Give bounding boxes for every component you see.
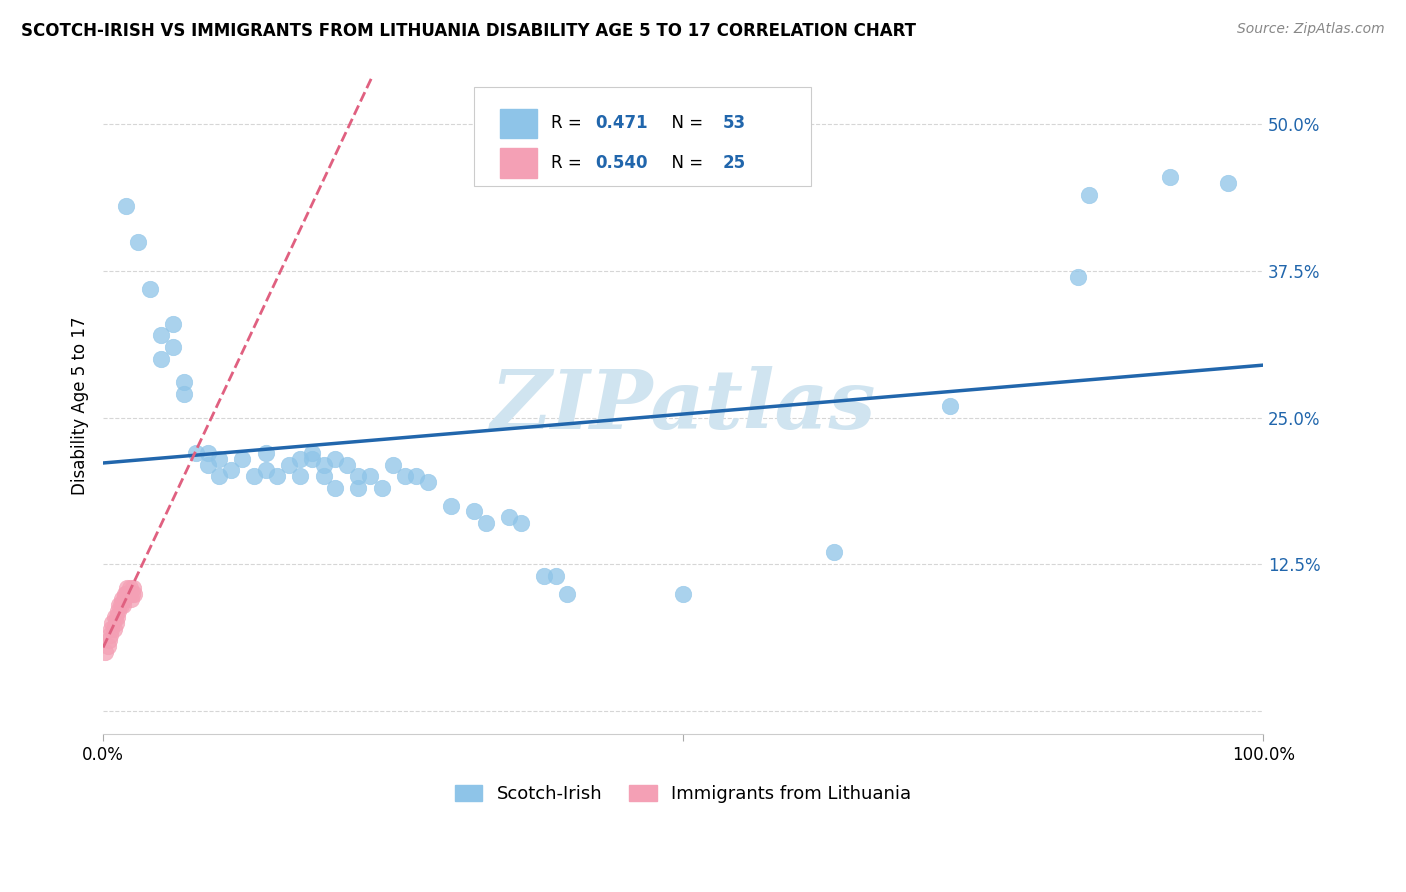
- Point: [498, 510, 520, 524]
- Point: [120, 592, 142, 607]
- Point: [105, 610, 128, 624]
- Point: [114, 586, 136, 600]
- Point: [108, 599, 131, 613]
- FancyBboxPatch shape: [474, 87, 811, 186]
- Point: [101, 615, 124, 630]
- Point: [370, 481, 392, 495]
- Point: [104, 610, 127, 624]
- Point: [111, 599, 134, 613]
- Point: [162, 340, 184, 354]
- Point: [124, 586, 146, 600]
- Point: [312, 469, 335, 483]
- Point: [382, 458, 405, 472]
- Text: R =: R =: [551, 114, 586, 132]
- Point: [290, 469, 312, 483]
- Text: R =: R =: [551, 153, 586, 172]
- Point: [555, 586, 578, 600]
- Point: [162, 317, 184, 331]
- Point: [98, 627, 121, 641]
- Point: [277, 458, 299, 472]
- Point: [1078, 187, 1101, 202]
- Point: [533, 569, 555, 583]
- Point: [208, 451, 231, 466]
- Point: [197, 458, 219, 472]
- Point: [416, 475, 439, 489]
- Point: [112, 592, 135, 607]
- Point: [184, 446, 207, 460]
- Point: [219, 463, 242, 477]
- Point: [150, 328, 173, 343]
- Point: [254, 463, 277, 477]
- Point: [122, 581, 145, 595]
- Point: [173, 387, 195, 401]
- Point: [544, 569, 567, 583]
- Point: [672, 586, 695, 600]
- Point: [208, 469, 231, 483]
- Point: [823, 545, 845, 559]
- Point: [111, 592, 134, 607]
- Point: [254, 446, 277, 460]
- Point: [127, 235, 149, 249]
- Point: [266, 469, 288, 483]
- Point: [475, 516, 498, 531]
- Point: [118, 586, 141, 600]
- Point: [301, 446, 323, 460]
- Point: [312, 458, 335, 472]
- Point: [405, 469, 427, 483]
- Text: 53: 53: [723, 114, 745, 132]
- Point: [97, 640, 120, 654]
- Y-axis label: Disability Age 5 to 17: Disability Age 5 to 17: [72, 317, 89, 495]
- Point: [1066, 269, 1088, 284]
- Text: SCOTCH-IRISH VS IMMIGRANTS FROM LITHUANIA DISABILITY AGE 5 TO 17 CORRELATION CHA: SCOTCH-IRISH VS IMMIGRANTS FROM LITHUANI…: [21, 22, 917, 40]
- FancyBboxPatch shape: [501, 109, 537, 138]
- Point: [359, 469, 381, 483]
- Point: [110, 599, 132, 613]
- Text: N =: N =: [661, 153, 709, 172]
- Point: [440, 499, 463, 513]
- Point: [290, 451, 312, 466]
- Point: [97, 633, 120, 648]
- Point: [118, 581, 141, 595]
- Point: [394, 469, 416, 483]
- Text: Source: ZipAtlas.com: Source: ZipAtlas.com: [1237, 22, 1385, 37]
- Point: [197, 446, 219, 460]
- Text: 25: 25: [723, 153, 745, 172]
- Point: [121, 586, 143, 600]
- Point: [509, 516, 531, 531]
- Text: 0.471: 0.471: [595, 114, 648, 132]
- FancyBboxPatch shape: [501, 148, 537, 178]
- Text: 0.540: 0.540: [595, 153, 648, 172]
- Point: [150, 351, 173, 366]
- Text: N =: N =: [661, 114, 709, 132]
- Point: [347, 481, 370, 495]
- Point: [100, 622, 122, 636]
- Point: [1218, 176, 1240, 190]
- Point: [138, 282, 160, 296]
- Legend: Scotch-Irish, Immigrants from Lithuania: Scotch-Irish, Immigrants from Lithuania: [449, 778, 918, 811]
- Point: [301, 451, 323, 466]
- Point: [323, 451, 346, 466]
- Point: [94, 645, 117, 659]
- Point: [104, 615, 127, 630]
- Text: ZIPatlas: ZIPatlas: [491, 366, 876, 446]
- Point: [347, 469, 370, 483]
- Point: [336, 458, 359, 472]
- Point: [939, 399, 962, 413]
- Point: [243, 469, 266, 483]
- Point: [115, 586, 138, 600]
- Point: [323, 481, 346, 495]
- Point: [107, 604, 129, 618]
- Point: [115, 199, 138, 213]
- Point: [103, 622, 125, 636]
- Point: [463, 504, 485, 518]
- Point: [231, 451, 253, 466]
- Point: [1159, 170, 1181, 185]
- Point: [117, 581, 139, 595]
- Point: [173, 376, 195, 390]
